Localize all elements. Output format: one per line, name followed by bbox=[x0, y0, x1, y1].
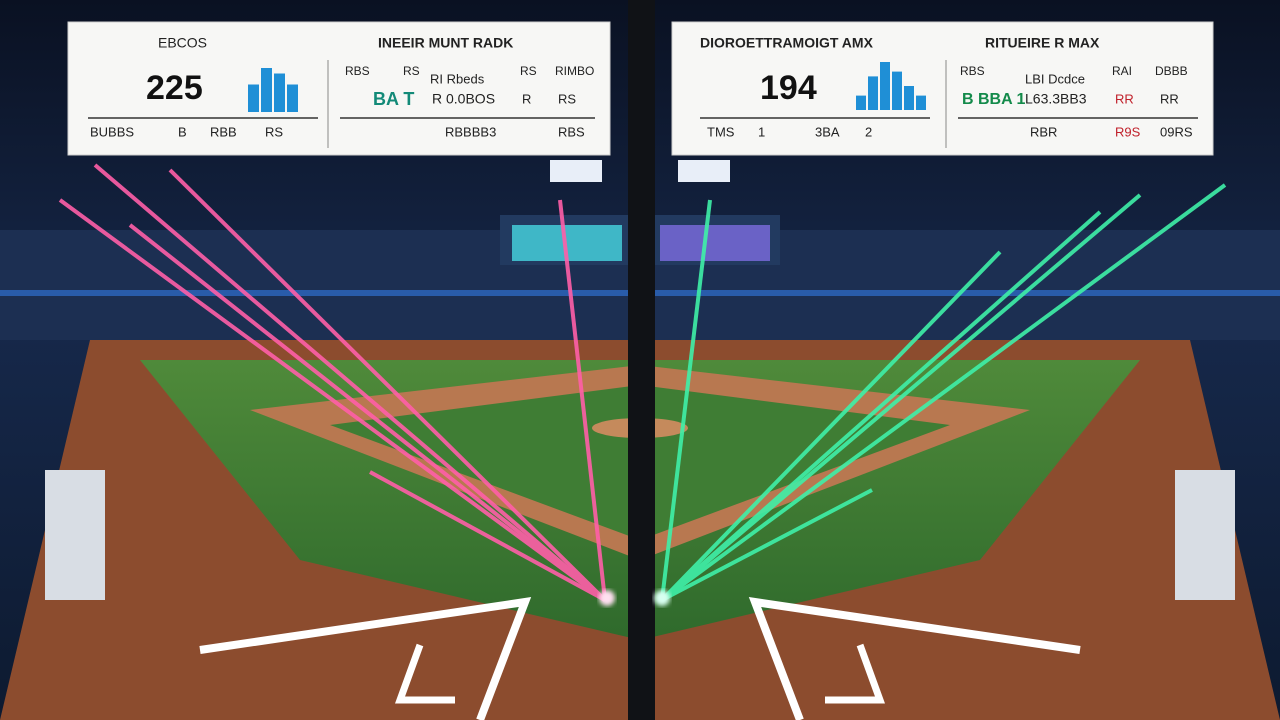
mini-bar bbox=[248, 84, 259, 112]
light-tower bbox=[678, 160, 730, 182]
stat: RS bbox=[558, 91, 576, 106]
mini-bar bbox=[892, 71, 902, 110]
footer-stat: 2 bbox=[865, 124, 872, 139]
stat: L63.3BB3 bbox=[1025, 91, 1087, 107]
stat: RS bbox=[520, 64, 537, 78]
trajectory bbox=[93, 163, 607, 602]
mini-bar bbox=[261, 68, 272, 112]
green-trajectories bbox=[660, 183, 1227, 602]
stat: RAI bbox=[1112, 64, 1132, 78]
footer-stat: B bbox=[178, 124, 187, 139]
mini-bar bbox=[904, 86, 914, 110]
split-divider bbox=[628, 0, 655, 720]
batters-box-line bbox=[748, 597, 1081, 720]
stat: RR bbox=[1115, 91, 1134, 106]
trajectory bbox=[660, 199, 712, 601]
stat: RI Rbeds bbox=[430, 71, 485, 86]
panel-title: DIOROETTRAMOIGT AMX bbox=[700, 35, 874, 51]
panel-subtitle: RITUEIRE R MAX bbox=[985, 35, 1100, 51]
stat: LBI Dcdce bbox=[1025, 71, 1085, 86]
impact-point bbox=[654, 590, 670, 606]
stat: RIMBO bbox=[555, 64, 594, 78]
trajectory bbox=[58, 198, 607, 602]
batters-box-line bbox=[199, 597, 532, 720]
stat: RBS bbox=[960, 64, 985, 78]
mini-bar bbox=[274, 73, 285, 112]
footer-stat: RBB bbox=[210, 124, 237, 139]
dugout-wall bbox=[1175, 470, 1235, 600]
trajectory bbox=[369, 470, 606, 602]
footer-stat: 09RS bbox=[1160, 124, 1193, 139]
stat: RS bbox=[403, 64, 420, 78]
mini-bar bbox=[856, 95, 866, 110]
stat: R 0.0BOS bbox=[432, 91, 495, 107]
left-stats-panel bbox=[67, 21, 611, 156]
stat: B BBA 1 bbox=[962, 91, 1026, 108]
footer-stat: RBBBB3 bbox=[445, 124, 496, 139]
footer-stat: BUBBS bbox=[90, 124, 134, 139]
panel-label: EBCOS bbox=[158, 35, 207, 51]
stat: RBS bbox=[345, 64, 370, 78]
scoreboard-screen bbox=[660, 225, 770, 261]
score: 194 bbox=[760, 69, 817, 107]
batters-box-line bbox=[825, 643, 885, 704]
dugout-wall bbox=[45, 470, 105, 600]
footer-stat: RBR bbox=[1030, 124, 1057, 139]
panel-title: INEEIR MUNT RADK bbox=[378, 35, 513, 51]
pink-trajectories bbox=[58, 163, 607, 602]
trajectory bbox=[660, 250, 1002, 602]
footer-stat: 1 bbox=[758, 124, 765, 139]
footer-stat: RBS bbox=[558, 124, 585, 139]
light-tower bbox=[550, 160, 602, 182]
footer-stat: TMS bbox=[707, 124, 735, 139]
batters-box-line bbox=[395, 643, 455, 704]
trajectory bbox=[661, 488, 873, 602]
stat: RR bbox=[1160, 91, 1179, 106]
stat: DBBB bbox=[1155, 64, 1188, 78]
score: 225 bbox=[146, 69, 203, 107]
footer-stat: 3BA bbox=[815, 124, 840, 139]
mini-bar bbox=[880, 62, 890, 110]
stat: BA T bbox=[373, 89, 414, 109]
impact-point bbox=[599, 590, 615, 606]
trajectory bbox=[660, 210, 1102, 602]
footer-stat: R9S bbox=[1115, 124, 1141, 139]
mini-bar bbox=[916, 95, 926, 110]
right-stats-panel bbox=[671, 21, 1214, 156]
mini-bar bbox=[287, 84, 298, 112]
trajectory bbox=[168, 168, 607, 602]
trajectory bbox=[660, 193, 1142, 602]
trajectory bbox=[660, 183, 1227, 602]
mini-bar bbox=[868, 76, 878, 110]
trajectory bbox=[128, 223, 607, 602]
footer-stat: RS bbox=[265, 124, 283, 139]
trajectory bbox=[558, 199, 607, 601]
stat: R bbox=[522, 91, 531, 106]
